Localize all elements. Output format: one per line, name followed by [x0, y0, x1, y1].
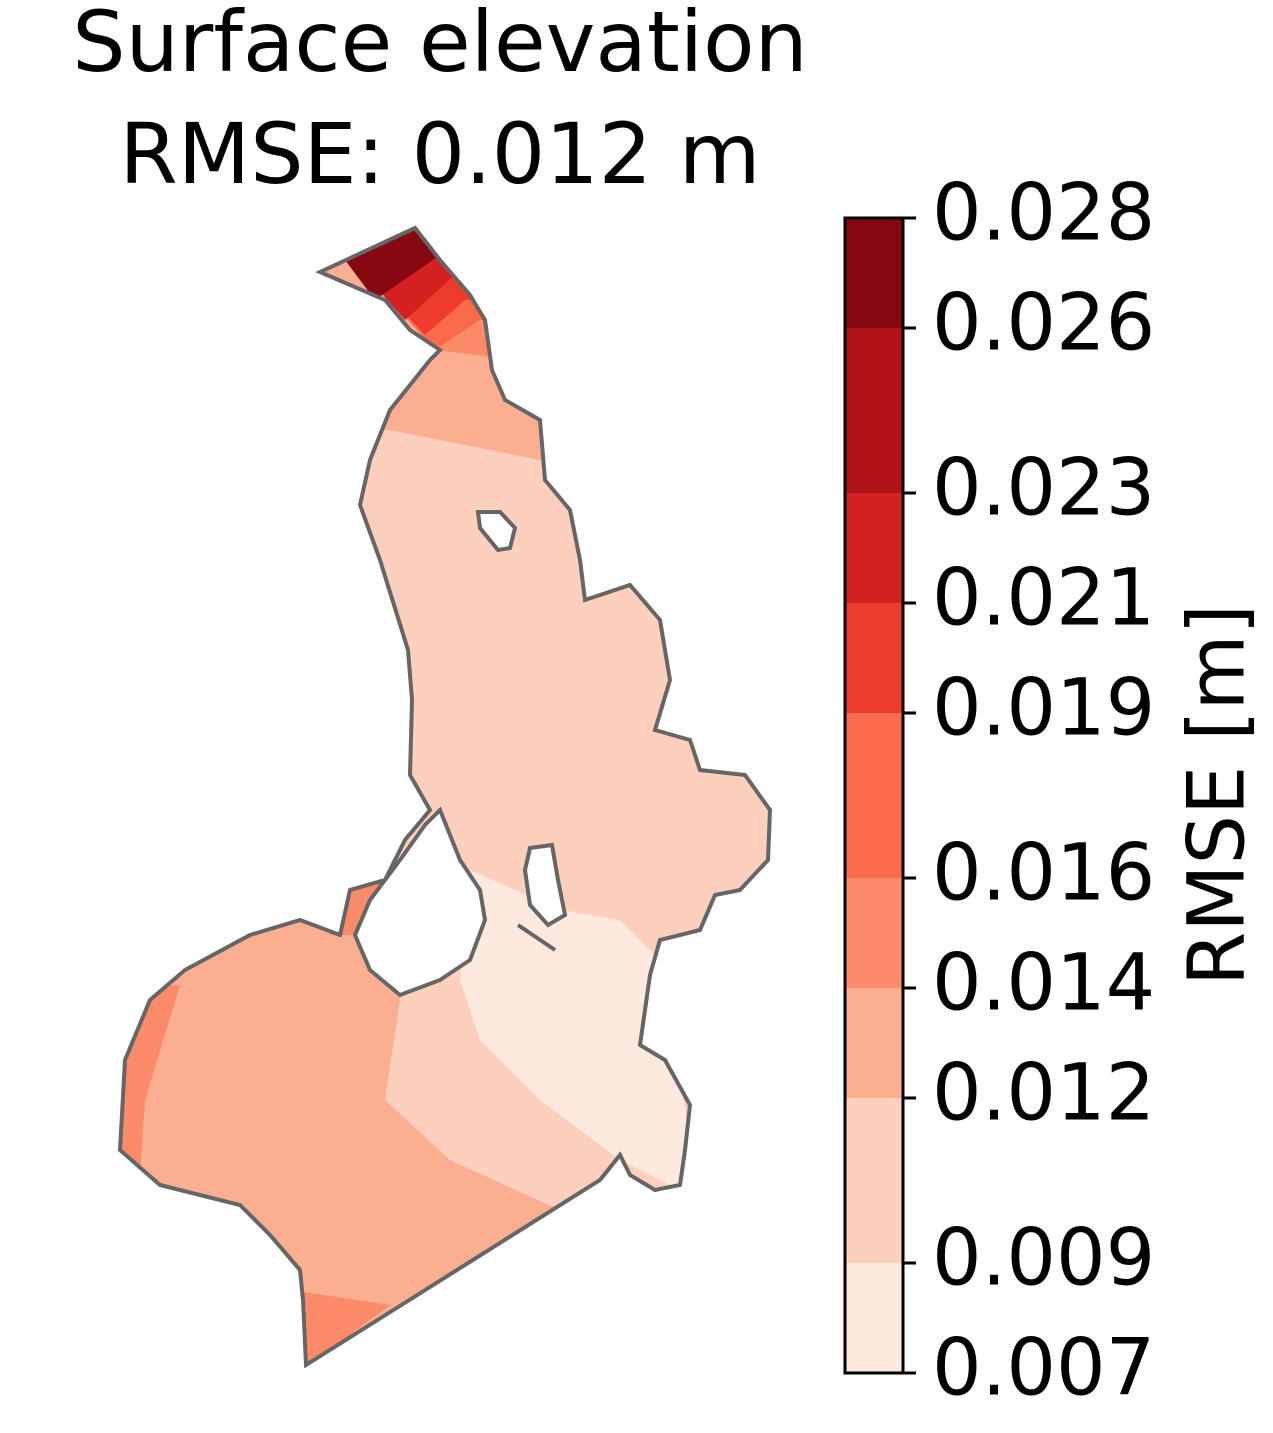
colorbar-band — [845, 493, 903, 603]
tick-label: 0.007 — [932, 1323, 1155, 1413]
lake — [475, 510, 518, 553]
lake — [522, 842, 568, 928]
colorbar: 0.007 0.009 0.012 0.014 0.016 0.019 0.021 0.023… — [843, 168, 1155, 1413]
island — [516, 923, 557, 952]
colorbar-band — [845, 713, 903, 878]
tick-label: 0.021 — [932, 553, 1155, 643]
colorbar-label: RMSE [m] — [1172, 604, 1262, 986]
title-line: Surface elevation — [72, 0, 808, 91]
tick-label: 0.009 — [932, 1213, 1155, 1303]
title-line: RMSE: 0.012 m — [119, 105, 760, 203]
colorbar-band — [845, 878, 903, 988]
colorbar-band — [845, 988, 903, 1098]
tick-label: 0.012 — [932, 1048, 1155, 1138]
tick-label: 0.016 — [932, 828, 1155, 918]
map-outline — [117, 225, 773, 1369]
colorbar-band — [845, 218, 903, 328]
colorbar-band — [845, 1263, 903, 1373]
tick-label: 0.019 — [932, 663, 1155, 753]
tick-label: 0.028 — [932, 168, 1155, 258]
zone — [460, 870, 700, 1200]
lake — [352, 806, 488, 998]
colorbar-band — [845, 1098, 903, 1263]
tick-label: 0.014 — [932, 938, 1155, 1028]
coastline — [117, 225, 773, 1369]
tick-label: 0.026 — [932, 278, 1155, 368]
tick-label: 0.023 — [932, 443, 1155, 533]
colorbar-frame — [843, 216, 905, 1375]
colorbar-band — [845, 328, 903, 493]
colorbar-band — [845, 603, 903, 713]
zone — [120, 985, 180, 1175]
